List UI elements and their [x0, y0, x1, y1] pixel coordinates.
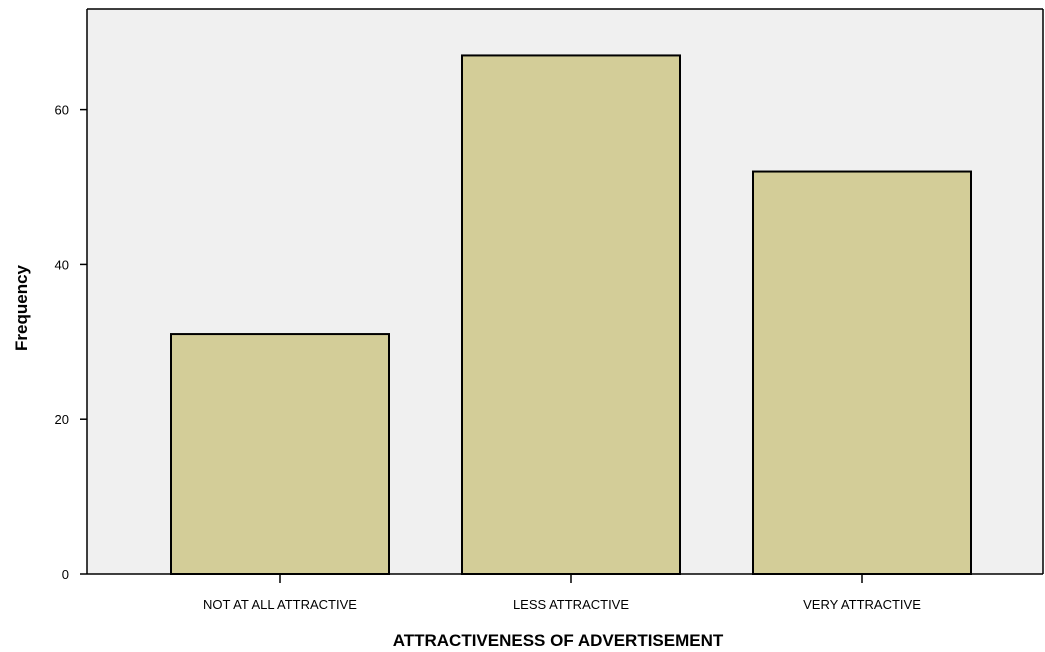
x-tick-label: VERY ATTRACTIVE — [803, 597, 921, 612]
x-tick-label: NOT AT ALL ATTRACTIVE — [203, 597, 357, 612]
x-tick-label: LESS ATTRACTIVE — [513, 597, 629, 612]
y-axis-ticks: 0 20 40 60 — [55, 103, 87, 582]
bars-group — [170, 54, 972, 575]
y-tick-label: 60 — [55, 103, 69, 118]
y-tick-label: 40 — [55, 257, 69, 272]
x-axis-ticks: NOT AT ALL ATTRACTIVE LESS ATTRACTIVE VERY… — [203, 574, 921, 612]
bar-1 — [461, 54, 681, 575]
y-tick-label: 20 — [55, 412, 69, 427]
x-axis-title: ATTRACTIVENESS OF ADVERTISEMENT — [393, 631, 724, 650]
y-axis-title: Frequency — [12, 264, 31, 351]
bar-2 — [752, 170, 972, 575]
y-tick-label: 0 — [62, 567, 69, 582]
bar-0 — [170, 333, 390, 575]
